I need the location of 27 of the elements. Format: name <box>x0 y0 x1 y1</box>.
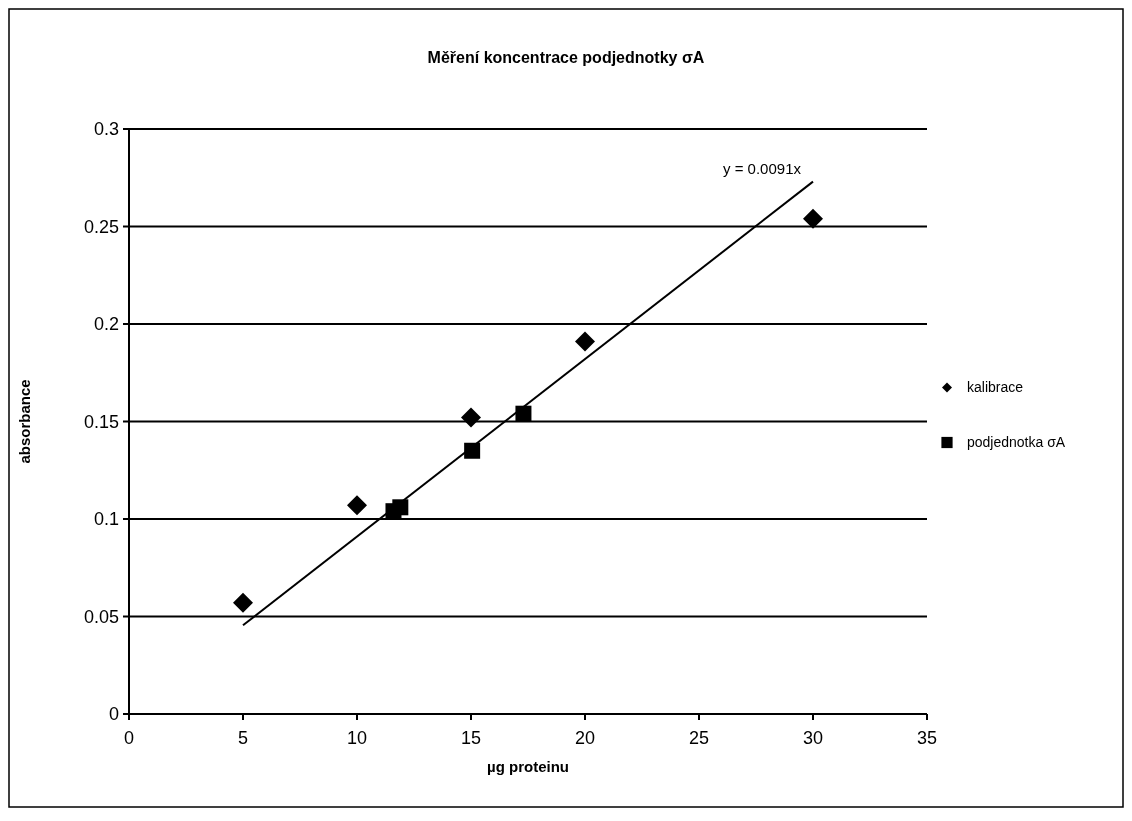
y-tick-label: 0.25 <box>83 216 119 237</box>
x-tick-label: 20 <box>574 728 596 748</box>
x-tick-label: 0 <box>123 728 135 748</box>
y-tick-label: 0.15 <box>83 411 119 432</box>
x-tick-label: 5 <box>237 728 249 748</box>
x-tick-label: 25 <box>688 728 710 748</box>
x-tick-label: 15 <box>460 728 482 748</box>
x-tick-label: 30 <box>802 728 824 748</box>
x-tick-label: 10 <box>346 728 368 748</box>
legend-label: podjednotka σA <box>967 434 1066 451</box>
point <box>233 592 253 613</box>
chart-title: Měření koncentrace podjednotky σA <box>427 49 705 66</box>
point <box>347 495 367 516</box>
y-tick-label: 0.2 <box>93 314 119 335</box>
legend-label: kalibrace <box>967 379 1024 396</box>
point <box>515 405 532 422</box>
x-axis-title: µg proteinu <box>487 758 569 775</box>
y-tick-label: 0 <box>108 704 119 725</box>
y-axis-title: absorbance <box>16 379 33 464</box>
annotation: y = 0.0091x <box>723 159 802 177</box>
x-tick-label: 35 <box>916 728 938 748</box>
y-tick-label: 0.3 <box>93 119 119 140</box>
y-tick-label: 0.1 <box>93 509 119 530</box>
point <box>461 407 481 428</box>
point <box>575 331 595 352</box>
point <box>803 208 823 229</box>
y-tick-label: 0.05 <box>83 606 119 627</box>
